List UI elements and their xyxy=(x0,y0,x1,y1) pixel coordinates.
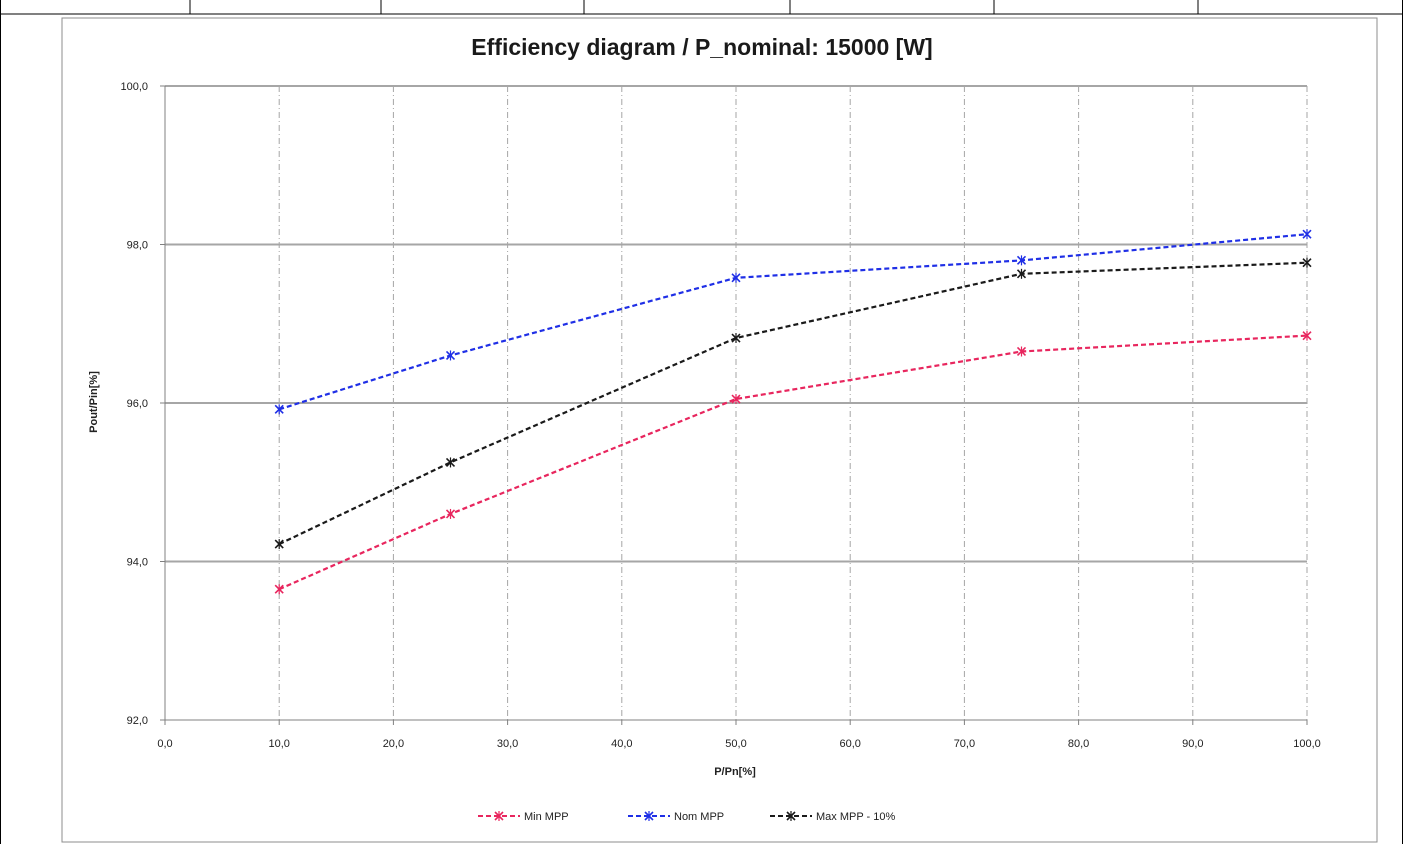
chart-area-border xyxy=(61,17,1378,843)
top-table-strip xyxy=(0,0,1403,15)
chart-title: Efficiency diagram / P_nominal: 15000 [W… xyxy=(471,34,932,60)
legend: Min MPP Nom MPP Max MPP - 10% xyxy=(478,811,895,823)
legend-marker xyxy=(494,811,504,821)
legend-entry-1: Min MPP xyxy=(478,811,569,823)
legend-marker xyxy=(786,811,796,821)
legend-entry-2: Nom MPP xyxy=(628,811,724,823)
axis-layer: 0,0 10,0 20,0 30,0 40,0 50,0 60,0 70,0 80,0 90,0 1… xyxy=(120,81,1320,750)
x-tick-label: 20,0 xyxy=(383,738,404,750)
x-tick-label: 70,0 xyxy=(954,738,975,750)
y-tick-label: 96,0 xyxy=(127,398,148,410)
series-line-1 xyxy=(278,334,1308,591)
series-line-3 xyxy=(278,261,1308,546)
x-tick-label: 10,0 xyxy=(268,738,289,750)
series-3-point xyxy=(445,457,456,468)
series-2-point xyxy=(1016,255,1027,266)
y-tick-label: 94,0 xyxy=(127,557,148,569)
x-tick-label: 80,0 xyxy=(1068,738,1089,750)
y-tick-label: 92,0 xyxy=(127,715,148,727)
grid-layer xyxy=(165,85,1308,720)
series-3-point xyxy=(1302,257,1312,268)
series-2-point xyxy=(1302,229,1312,240)
x-tick-label: 50,0 xyxy=(725,738,746,750)
legend-marker xyxy=(644,811,654,821)
series-1-point xyxy=(1016,346,1027,357)
y-tick-label: 100,0 xyxy=(120,81,148,93)
x-tick-label: 100,0 xyxy=(1293,738,1321,750)
x-tick-label: 90,0 xyxy=(1182,738,1203,750)
x-tick-label: 60,0 xyxy=(839,738,860,750)
series-1-point xyxy=(731,394,741,405)
x-tick-label: 0,0 xyxy=(157,738,172,750)
x-axis-title: P/Pn[%] xyxy=(714,766,756,778)
legend-label: Min MPP xyxy=(524,811,569,823)
series-1-point xyxy=(1302,330,1312,341)
y-tick-label: 98,0 xyxy=(127,240,148,252)
series-1-point xyxy=(445,508,456,519)
series-2-point xyxy=(445,350,456,361)
legend-label: Max MPP - 10% xyxy=(816,811,895,823)
series-3-point xyxy=(274,539,284,550)
x-tick-label: 40,0 xyxy=(611,738,632,750)
y-axis-title: Pout/Pin[%] xyxy=(88,371,100,433)
legend-entry-3: Max MPP - 10% xyxy=(770,811,895,823)
series-3-point xyxy=(731,333,741,344)
series-2-point xyxy=(274,404,284,415)
legend-label: Nom MPP xyxy=(674,811,724,823)
series-3-point xyxy=(1016,268,1027,279)
series-layer xyxy=(274,229,1312,595)
series-2-point xyxy=(731,272,741,283)
x-tick-label: 30,0 xyxy=(497,738,518,750)
series-1-point xyxy=(274,584,284,595)
